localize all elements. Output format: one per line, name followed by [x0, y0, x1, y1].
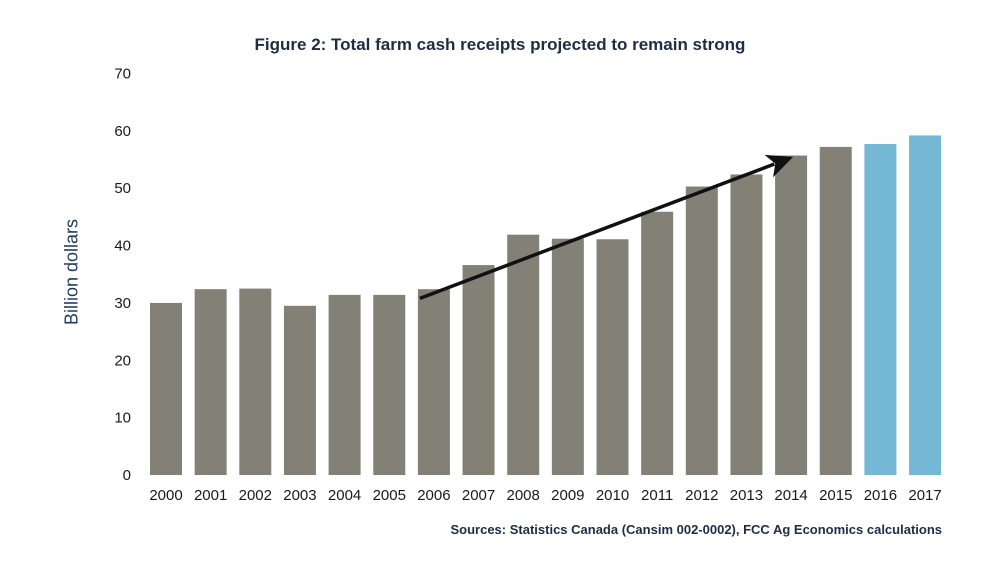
- x-tick-label: 2012: [685, 487, 718, 504]
- bar-2000: [150, 302, 182, 475]
- y-tick-label: 60: [114, 123, 131, 140]
- bar-2009: [551, 238, 584, 475]
- x-tick-label: 2011: [641, 487, 673, 504]
- bar-2005: [373, 294, 406, 475]
- y-tick-label: 50: [114, 180, 131, 197]
- x-tick-label: 2014: [774, 487, 807, 504]
- x-tick-label: 2001: [194, 487, 227, 504]
- trend-arrow-line: [419, 162, 776, 300]
- bar-2003: [283, 305, 316, 475]
- y-tick-label: 20: [114, 352, 131, 369]
- source-note: Sources: Statistics Canada (Cansim 002-0…: [450, 522, 942, 537]
- bar-2006: [417, 289, 450, 475]
- x-tick-label: 2000: [149, 487, 182, 504]
- bar-2007: [462, 265, 495, 475]
- bars: [150, 135, 942, 475]
- x-tick-label: 2005: [373, 487, 406, 504]
- x-tick-label: 2007: [462, 487, 495, 504]
- y-tick-label: 40: [114, 238, 131, 255]
- bar-2010: [596, 239, 629, 475]
- x-tick-label: 2013: [730, 487, 763, 504]
- y-axis-ticks: 0 10 20 30 40 50 60 70: [114, 66, 131, 485]
- chart-title: Figure 2: Total farm cash receipts proje…: [254, 35, 746, 54]
- x-tick-label: 2017: [908, 487, 941, 504]
- bar-2016: [864, 144, 897, 475]
- y-tick-label: 0: [123, 467, 131, 484]
- x-axis-ticks: 2000 2001 2002 2003 2004 2005 2006 2007 2008 2009…: [149, 487, 941, 504]
- bar-2017: [909, 135, 942, 475]
- x-tick-label: 2016: [864, 487, 897, 504]
- bar-2004: [328, 294, 361, 475]
- trend-arrow-head: [764, 154, 794, 178]
- x-tick-label: 2010: [596, 487, 629, 504]
- bar-2002: [239, 288, 272, 475]
- x-tick-label: 2009: [551, 487, 584, 504]
- x-tick-label: 2002: [239, 487, 272, 504]
- x-tick-label: 2004: [328, 487, 361, 504]
- bar-2001: [194, 289, 227, 475]
- bar-2008: [507, 234, 540, 475]
- x-tick-label: 2015: [819, 487, 852, 504]
- y-tick-label: 70: [114, 66, 131, 83]
- bar-2013: [730, 174, 763, 475]
- x-tick-label: 2006: [417, 487, 450, 504]
- bar-2012: [685, 186, 718, 475]
- x-tick-label: 2008: [507, 487, 540, 504]
- x-tick-label: 2003: [283, 487, 316, 504]
- bar-2014: [775, 155, 808, 475]
- bar-2015: [819, 146, 852, 475]
- y-tick-label: 10: [114, 410, 131, 427]
- y-tick-label: 30: [114, 295, 131, 312]
- bar-2011: [641, 211, 674, 475]
- annotations: [419, 154, 794, 300]
